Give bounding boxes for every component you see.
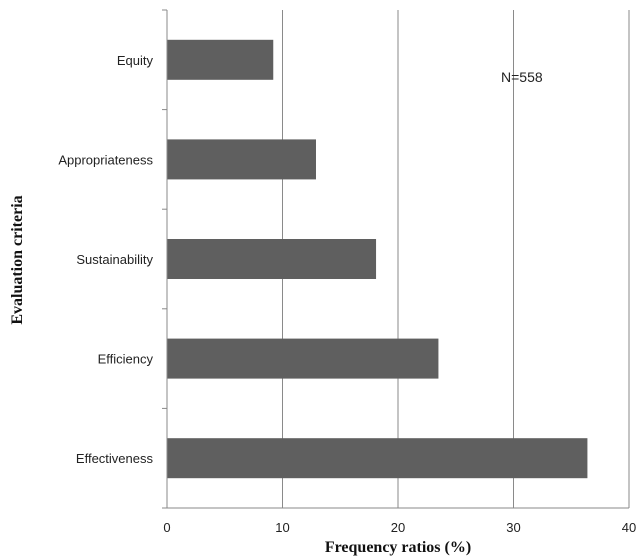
sample-size-annotation: N=558 [501, 69, 543, 85]
category-label-effectiveness: Effectiveness [76, 451, 154, 466]
category-labels: Equity Appropriateness Sustainability Effic… [58, 53, 153, 466]
bar-sustainability [167, 239, 377, 279]
bar-efficiency [167, 338, 439, 379]
x-tick-label-10: 10 [275, 520, 289, 535]
y-axis-title: Evaluation criteria [9, 195, 26, 324]
bar-appropriateness [167, 139, 316, 180]
bars [167, 39, 588, 479]
category-label-appropriateness: Appropriateness [58, 152, 153, 167]
bar-effectiveness [167, 438, 588, 479]
x-tick-label-20: 20 [391, 520, 405, 535]
category-label-equity: Equity [117, 53, 154, 68]
x-tick-label-30: 30 [506, 520, 520, 535]
bar-equity [167, 39, 274, 80]
x-axis-title: Frequency ratios (%) [325, 539, 471, 556]
y-axis-ticks [162, 9, 167, 509]
category-label-sustainability: Sustainability [76, 252, 153, 267]
x-tick-label-40: 40 [622, 520, 636, 535]
x-tick-labels: 0 10 20 30 40 [163, 520, 636, 535]
x-tick-label-0: 0 [163, 520, 170, 535]
category-label-efficiency: Efficiency [98, 352, 154, 367]
